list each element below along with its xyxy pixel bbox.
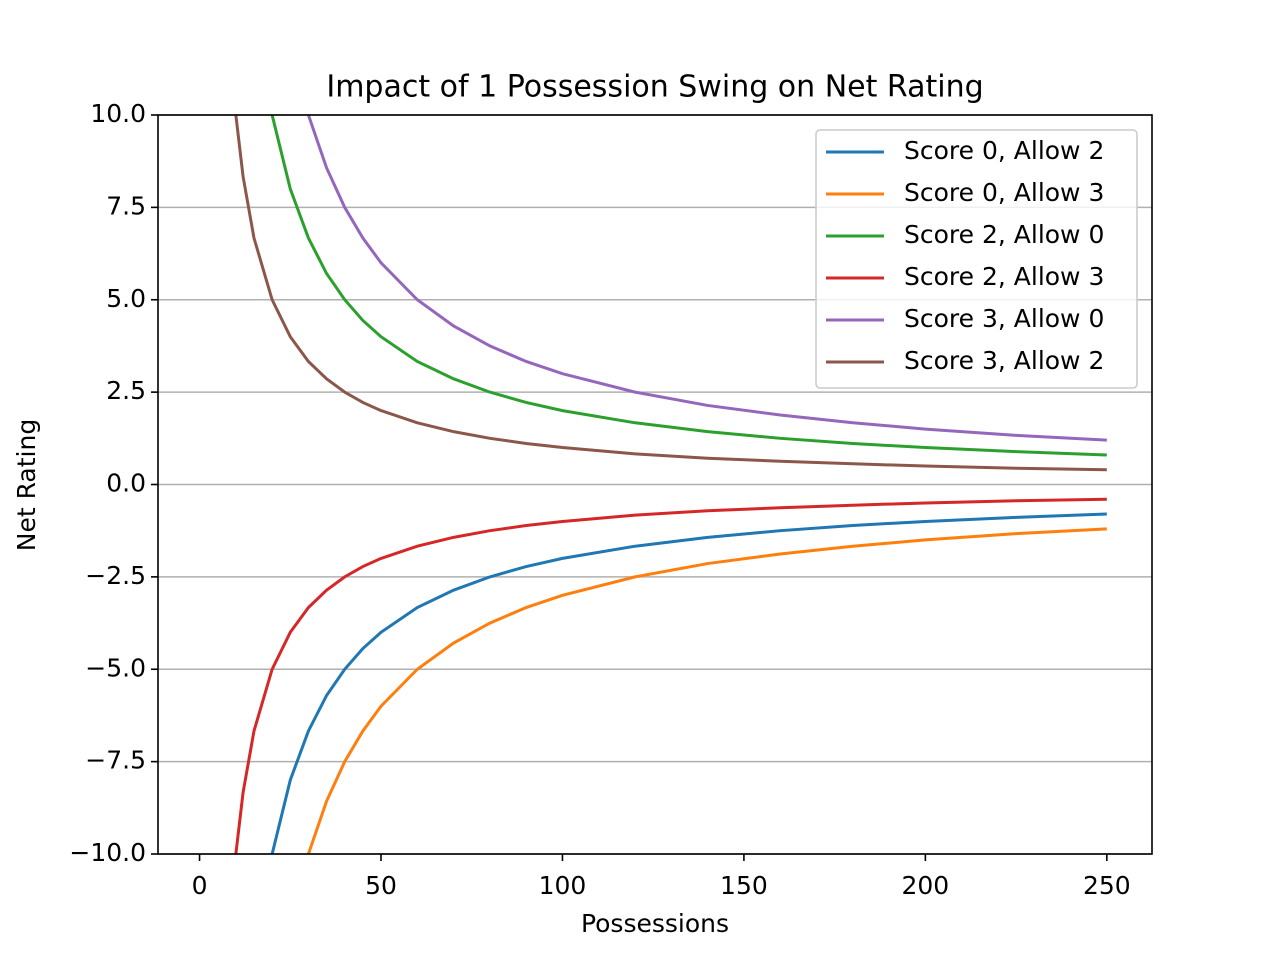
y-axis-label: Net Rating <box>12 419 41 551</box>
series-line <box>306 115 1107 442</box>
axes-frame <box>157 114 1153 855</box>
x-tick-label: 200 <box>902 871 950 900</box>
x-tick-label: 0 <box>192 871 208 900</box>
y-tick-label: −5.0 <box>85 653 146 682</box>
y-tick-label: 10.0 <box>90 99 146 128</box>
x-tick-label: 150 <box>720 871 768 900</box>
legend-label: Score 0, Allow 2 <box>904 136 1104 165</box>
legend-label: Score 0, Allow 3 <box>904 178 1104 207</box>
series-line <box>270 115 1107 457</box>
legend-label: Score 3, Allow 0 <box>904 304 1104 333</box>
plot-area <box>234 115 1107 854</box>
y-tick-label: 2.5 <box>106 376 146 405</box>
y-tick-label: 5.0 <box>106 284 146 313</box>
legend: Score 0, Allow 2 Score 0, Allow 3 Score 2,… <box>815 129 1138 389</box>
x-tick-label: 50 <box>365 871 397 900</box>
y-tick-label: 0.0 <box>106 469 146 498</box>
series-line <box>234 497 1107 854</box>
x-axis-label: Possessions <box>581 909 729 938</box>
y-tick-label: 7.5 <box>106 191 146 220</box>
legend-label: Score 2, Allow 0 <box>904 220 1104 249</box>
legend-box <box>815 129 1138 389</box>
legend-label: Score 2, Allow 3 <box>904 262 1104 291</box>
y-tick-label: −2.5 <box>85 561 146 590</box>
y-tick-label: −10.0 <box>69 838 146 867</box>
chart-title: Impact of 1 Possession Swing on Net Rati… <box>326 70 983 105</box>
series-line <box>234 115 1107 472</box>
axes: −10.0 −7.5 −5.0 −2.5 0.0 2.5 5.0 7.5 10.0 0 50 100 1… <box>69 99 1153 900</box>
x-tick-label: 100 <box>539 871 587 900</box>
series-line <box>270 512 1107 854</box>
legend-label: Score 3, Allow 2 <box>904 346 1104 375</box>
y-tick-label: −7.5 <box>85 746 146 775</box>
x-tick-label: 250 <box>1083 871 1131 900</box>
series-line <box>306 527 1107 854</box>
